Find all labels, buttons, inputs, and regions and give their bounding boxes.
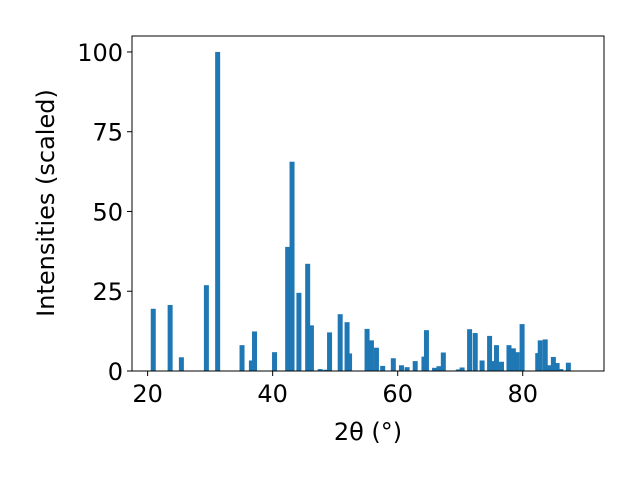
x-axis-ticks: 20 40 60 80 [132,371,538,408]
bar [337,314,343,371]
bar [380,365,386,371]
bar [487,335,493,371]
x-tick-label: 80 [507,380,538,408]
bar [289,161,295,371]
bar [150,308,156,371]
y-tick-label: 50 [92,198,123,226]
x-axis-label: 2θ (°) [334,418,402,446]
bar [317,369,323,371]
y-tick-label: 0 [108,358,123,386]
bar [285,246,291,371]
bar [252,331,258,371]
bar [305,263,311,371]
bar [506,345,512,371]
y-axis-label: Intensities (scaled) [32,89,60,317]
y-tick-label: 25 [92,278,123,306]
bars-group [150,51,571,371]
bar [467,329,473,371]
bar [550,356,556,371]
bar [542,339,548,371]
bar [178,357,184,371]
bar [296,292,302,371]
bar [404,367,410,371]
bar [472,333,478,371]
plot-frame [131,35,605,372]
bar [510,348,516,371]
bar [546,365,552,371]
bar [239,345,245,371]
bar [459,367,465,371]
y-axis-ticks: 0 25 50 75 100 [77,39,132,386]
bar [412,361,418,371]
bar [493,345,499,371]
bar [554,363,560,371]
x-tick-label: 20 [132,380,163,408]
bar [432,367,438,371]
bar [455,369,461,371]
x-tick-label: 40 [257,380,288,408]
bar [347,353,353,371]
bar [390,358,396,371]
bar [440,352,446,371]
bar [308,325,314,371]
y-tick-label: 100 [77,39,123,67]
bar [479,360,485,371]
bar [344,322,350,371]
bar [519,324,525,371]
bar [398,365,404,371]
bar [565,362,571,371]
bar [327,332,333,371]
bar [514,352,520,371]
bar [323,369,329,371]
bar [272,352,278,371]
bar [423,330,429,371]
y-tick-label: 75 [92,119,123,147]
bar [364,328,370,371]
x-tick-label: 60 [382,380,413,408]
bar [167,304,173,371]
bar [368,340,374,371]
bar [248,360,254,371]
bar [498,361,504,371]
bar [558,369,564,371]
bar [203,285,209,371]
bar [373,347,379,371]
bar [215,51,221,371]
bar [537,340,543,371]
bar [436,366,442,371]
